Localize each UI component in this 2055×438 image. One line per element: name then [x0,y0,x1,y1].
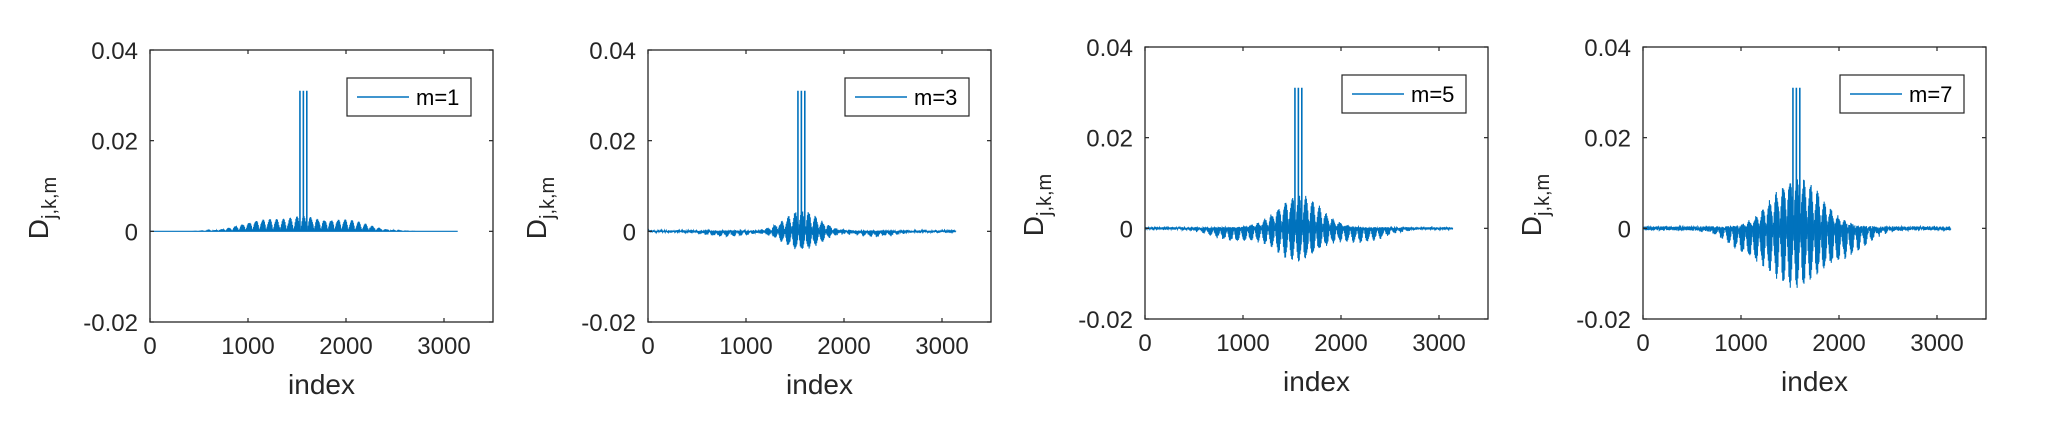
axes-box [647,49,992,323]
x-tick-label: 0 [1636,330,1649,357]
x-tick-label: 1000 [221,333,274,360]
x-tick-label: 0 [1138,330,1151,357]
y-axis-label: Dj,k,m [1516,174,1554,236]
x-tick-label: 0 [143,333,156,360]
panel-3: 0 1000 2000 3000-0.0200.020.04indexDj,k,mm=… [1018,35,1489,397]
y-axis-label-main: D [521,219,552,239]
y-axis-label: Dj,k,m [1018,174,1056,236]
y-axis-label: Dj,k,m [521,177,559,239]
x-tick-label: 3000 [915,333,968,360]
y-tick-label: 0.04 [589,38,636,65]
legend-label: m=7 [1909,82,1952,107]
y-tick-label: -0.02 [1576,307,1631,334]
panel-4: 0 1000 2000 3000-0.0200.020.04indexDj,k,mm=… [1516,35,1987,397]
x-axis-label: index [288,369,355,400]
axes-box [1144,46,1489,320]
axes-box [1642,46,1987,320]
y-tick-label: 0.04 [1086,35,1133,62]
y-axis-label-main: D [1018,216,1049,236]
panel-2: 0 1000 2000 3000-0.0200.020.04indexDj,k,mm=… [521,38,992,400]
y-axis-label-sub: j,k,m [537,177,559,220]
x-tick-label: 0 [641,333,654,360]
y-tick-label: 0.02 [1086,126,1133,153]
x-tick-label: 2000 [1314,330,1367,357]
axes-box [149,49,494,323]
y-tick-label: -0.02 [83,310,138,337]
y-tick-label: 0.02 [589,129,636,156]
x-tick-label: 3000 [1910,330,1963,357]
y-tick-label: 0.02 [91,129,138,156]
y-tick-label: 0.04 [1584,35,1631,62]
y-tick-label: -0.02 [1078,307,1133,334]
legend-label: m=1 [416,85,459,110]
legend-label: m=5 [1411,82,1454,107]
y-tick-label: 0 [125,219,138,246]
x-tick-label: 1000 [1714,330,1767,357]
x-tick-label: 2000 [817,333,870,360]
y-tick-label: -0.02 [581,310,636,337]
x-tick-label: 3000 [1412,330,1465,357]
y-axis-label-sub: j,k,m [1532,174,1554,217]
x-tick-label: 3000 [417,333,470,360]
x-tick-label: 1000 [1216,330,1269,357]
y-axis-label-main: D [1516,216,1547,236]
x-axis-label: index [786,369,853,400]
y-tick-label: 0 [1618,216,1631,243]
y-axis-label-main: D [23,219,54,239]
y-tick-label: 0.04 [91,38,138,65]
x-axis-label: index [1781,366,1848,397]
y-tick-label: 0 [623,219,636,246]
panel-1: 0 1000 2000 3000-0.0200.020.04indexDj,k,mm=… [23,38,494,400]
x-tick-label: 2000 [319,333,372,360]
y-axis-label: Dj,k,m [23,177,61,239]
y-tick-label: 0 [1120,216,1133,243]
y-axis-label-sub: j,k,m [1034,174,1056,217]
x-tick-label: 2000 [1812,330,1865,357]
y-axis-label-sub: j,k,m [39,177,61,220]
y-tick-label: 0.02 [1584,126,1631,153]
legend-label: m=3 [914,85,957,110]
x-tick-label: 1000 [719,333,772,360]
x-axis-label: index [1283,366,1350,397]
